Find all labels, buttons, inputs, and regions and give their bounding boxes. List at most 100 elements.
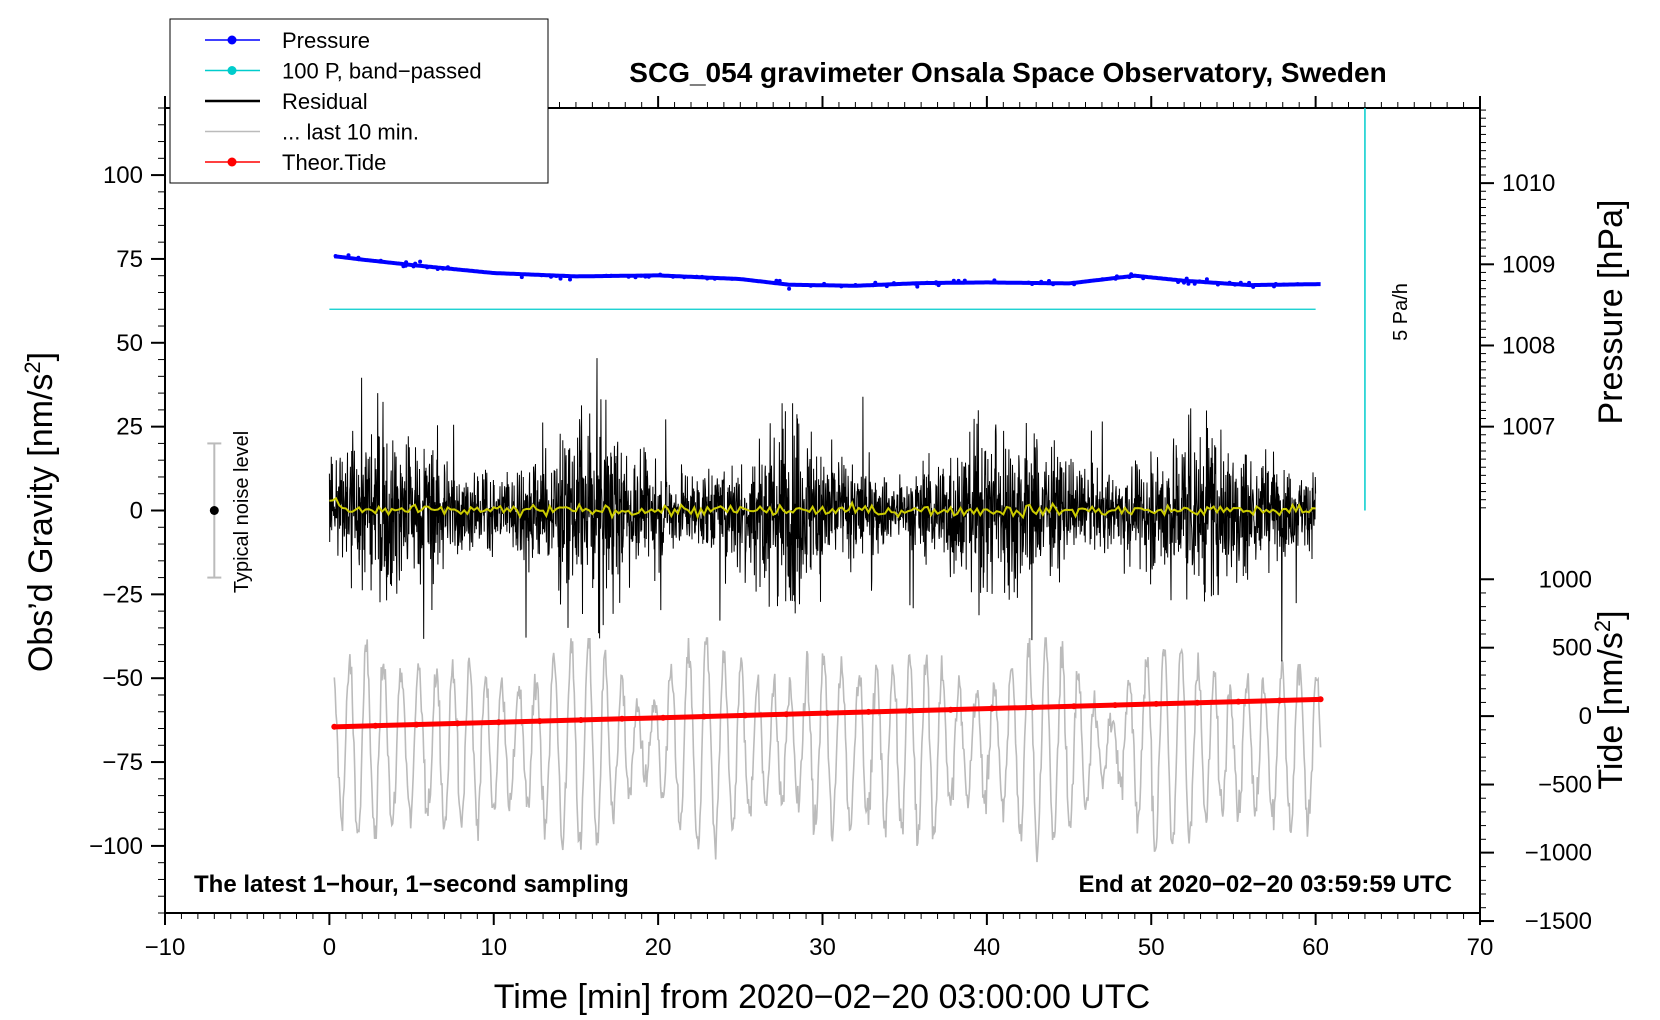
pressure-point: [925, 280, 930, 285]
pressure-point: [1051, 282, 1056, 287]
pressure-point: [992, 278, 997, 283]
pressure-point: [777, 278, 782, 283]
pressure-point: [962, 278, 967, 283]
pressure-tick-label: 1007: [1502, 414, 1555, 441]
pressure-trace: [334, 254, 1321, 288]
pressure-point: [871, 283, 876, 288]
tide-point: [1029, 704, 1036, 711]
tide-tick-label: 1000: [1539, 566, 1592, 593]
pressure-point: [633, 275, 638, 280]
x-tick-label: 30: [809, 934, 836, 961]
pressure-point: [1047, 279, 1051, 283]
pressure-point: [425, 265, 430, 270]
pressure-point: [938, 281, 943, 286]
pressure-point: [787, 286, 792, 291]
pressure-point: [1127, 275, 1132, 280]
tide-point: [331, 723, 338, 730]
tide-tick-label: −500: [1538, 772, 1592, 799]
legend-swatch-marker: [227, 35, 237, 45]
tide-point: [577, 717, 584, 723]
pressure-point: [1030, 282, 1035, 286]
pressure-point: [562, 273, 567, 278]
pressure-point: [915, 284, 920, 289]
data-traces: [328, 253, 1324, 863]
pressure-point: [1251, 284, 1256, 289]
pressure-point: [1039, 279, 1044, 284]
pressure-point: [1232, 282, 1237, 287]
y-tick-label: 50: [116, 330, 143, 357]
pressure-point: [853, 283, 858, 287]
pressure-point: [808, 283, 813, 288]
pressure-point: [705, 276, 710, 281]
pressure-tick-label: 1010: [1502, 170, 1555, 197]
pressure-point: [1141, 276, 1146, 281]
pressure-point: [956, 278, 961, 283]
pressure-point: [1186, 281, 1191, 286]
tide-point: [1112, 702, 1119, 709]
pressure-point: [682, 275, 687, 280]
tide-point: [988, 705, 995, 712]
pressure-point: [333, 254, 338, 258]
tide-point: [1153, 700, 1160, 707]
tide-point: [372, 722, 379, 729]
pressure-point: [671, 274, 675, 279]
tide-point: [824, 710, 831, 717]
tide-point: [619, 715, 625, 722]
tide-point: [536, 718, 543, 725]
pressure-point: [1247, 280, 1252, 285]
pressure-point: [839, 284, 844, 289]
pressure-point: [441, 266, 445, 271]
note-latest-hour: The latest 1−hour, 1−second sampling: [194, 871, 629, 898]
noise-level-label: Typical noise level: [231, 431, 253, 593]
tide-point: [495, 719, 502, 726]
y-tick-label: 100: [103, 162, 143, 189]
pressure-point: [1176, 280, 1181, 284]
legend-label: Pressure: [282, 28, 370, 53]
chart-title: SCG_054 gravimeter Onsala Space Observat…: [629, 57, 1386, 88]
pressure-point: [700, 274, 705, 279]
legend-swatch-marker: [227, 66, 237, 75]
tide-point: [1194, 699, 1201, 706]
legend-label: 100 P, band−passed: [282, 59, 482, 84]
pressure-point: [539, 273, 544, 278]
pressure-point: [1295, 282, 1300, 287]
pressure-point: [435, 267, 440, 271]
y-tick-label: 25: [116, 414, 143, 441]
pressure-point: [604, 273, 609, 278]
pressure-point: [774, 278, 779, 283]
tide-tick-label: 500: [1552, 635, 1592, 662]
tide-point: [1317, 696, 1324, 703]
x-tick-label: 70: [1467, 934, 1494, 961]
axis-ticks: −10 0 10 20 30 40 50 60 70−100−75−50−25025507510…: [89, 96, 1592, 961]
overlay-marks: [207, 108, 1366, 579]
legend-label: ... last 10 min.: [282, 120, 419, 145]
tide-point: [947, 706, 954, 713]
pressure-point: [934, 280, 939, 285]
pressure-point: [403, 263, 408, 268]
pressure-point: [626, 274, 631, 279]
pressure-point: [639, 273, 644, 278]
tide-tick-label: −1000: [1525, 840, 1592, 867]
pressure-point: [1197, 279, 1202, 284]
pressure-point: [1192, 281, 1197, 286]
pressure-point: [413, 261, 418, 266]
pressure-point: [694, 274, 699, 279]
pressure-point: [1182, 280, 1186, 285]
legend-label: Residual: [282, 89, 368, 114]
pressure-point: [609, 273, 613, 278]
legend-swatch-marker: [227, 157, 237, 167]
x-tick-label: 60: [1302, 934, 1329, 961]
pressure-point: [356, 255, 361, 260]
y-axis-title-tide: Tide [nm/s2]: [1590, 610, 1630, 789]
pressure-point: [913, 281, 918, 286]
pressure-point: [1215, 282, 1220, 287]
x-tick-label: −10: [145, 934, 186, 961]
pressure-point: [378, 258, 383, 263]
pressure-point: [1281, 282, 1286, 287]
x-tick-label: 0: [323, 934, 336, 961]
x-tick-label: 50: [1138, 934, 1165, 961]
pressure-point: [404, 260, 409, 265]
pressure-point: [445, 265, 450, 270]
tide-point: [701, 713, 708, 720]
